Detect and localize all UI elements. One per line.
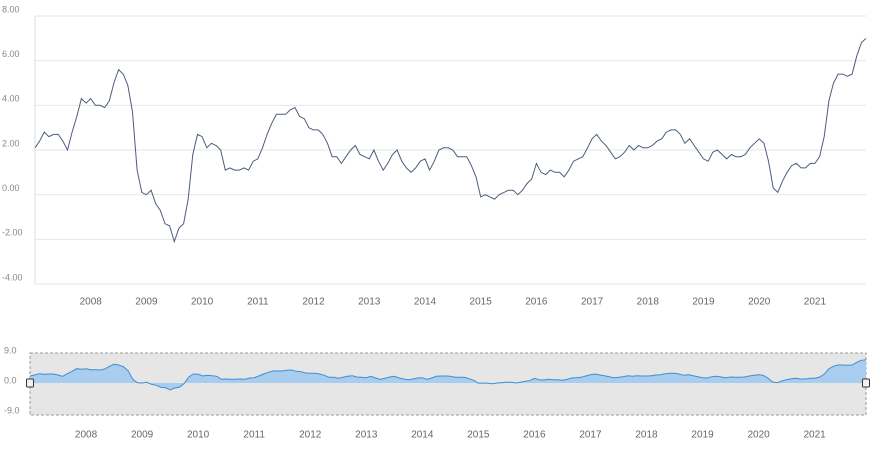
navigator-x-tick-label: 2009 xyxy=(131,430,154,441)
navigator-line xyxy=(29,359,867,391)
navigator-x-tick-label: 2019 xyxy=(691,430,714,441)
navigator-x-tick-label: 2016 xyxy=(523,430,546,441)
navigator-x-tick-label: 2010 xyxy=(187,430,210,441)
navigator-x-tick-label: 2015 xyxy=(467,430,490,441)
navigator-x-tick-label: 2018 xyxy=(635,430,658,441)
x-tick-label: 2015 xyxy=(470,297,493,308)
navigator-y-tick-label: 0.0 xyxy=(4,375,17,385)
x-tick-label: 2013 xyxy=(358,297,381,308)
y-tick-label: 4.00 xyxy=(2,94,20,104)
y-tick-label: -2.00 xyxy=(2,228,23,238)
navigator-y-tick-label: -9.0 xyxy=(4,405,20,415)
navigator-handle[interactable] xyxy=(26,378,34,388)
y-tick-label: 0.00 xyxy=(2,183,20,193)
y-tick-label: 8.00 xyxy=(2,4,20,14)
navigator-handle[interactable] xyxy=(862,378,870,388)
x-tick-label: 2019 xyxy=(692,297,715,308)
x-tick-label: 2017 xyxy=(581,297,604,308)
navigator-x-tick-label: 2014 xyxy=(411,430,434,441)
navigator-x-tick-label: 2017 xyxy=(579,430,602,441)
x-tick-label: 2009 xyxy=(135,297,158,308)
navigator-x-tick-label: 2012 xyxy=(299,430,322,441)
line xyxy=(34,37,867,244)
navigator-y-tick-label: 9.0 xyxy=(4,345,17,355)
x-tick-label: 2016 xyxy=(525,297,548,308)
y-tick-label: 2.00 xyxy=(2,138,20,148)
x-tick-label: 2008 xyxy=(80,297,103,308)
x-tick-label: 2014 xyxy=(414,297,437,308)
navigator-x-tick-label: 2013 xyxy=(355,430,378,441)
navigator-x-tick-label: 2021 xyxy=(804,430,827,441)
y-tick-label: -4.00 xyxy=(2,272,23,282)
x-tick-label: 2020 xyxy=(748,297,771,308)
x-tick-label: 2010 xyxy=(191,297,214,308)
navigator-x-tick-label: 2020 xyxy=(747,430,770,441)
x-tick-label: 2021 xyxy=(804,297,827,308)
navigator-area xyxy=(30,359,866,390)
x-tick-label: 2018 xyxy=(637,297,660,308)
navigator-x-tick-label: 2011 xyxy=(243,430,265,441)
x-tick-label: 2012 xyxy=(302,297,325,308)
x-tick-label: 2011 xyxy=(247,297,269,308)
y-tick-label: 6.00 xyxy=(2,49,20,59)
navigator-x-tick-label: 2008 xyxy=(75,430,98,441)
